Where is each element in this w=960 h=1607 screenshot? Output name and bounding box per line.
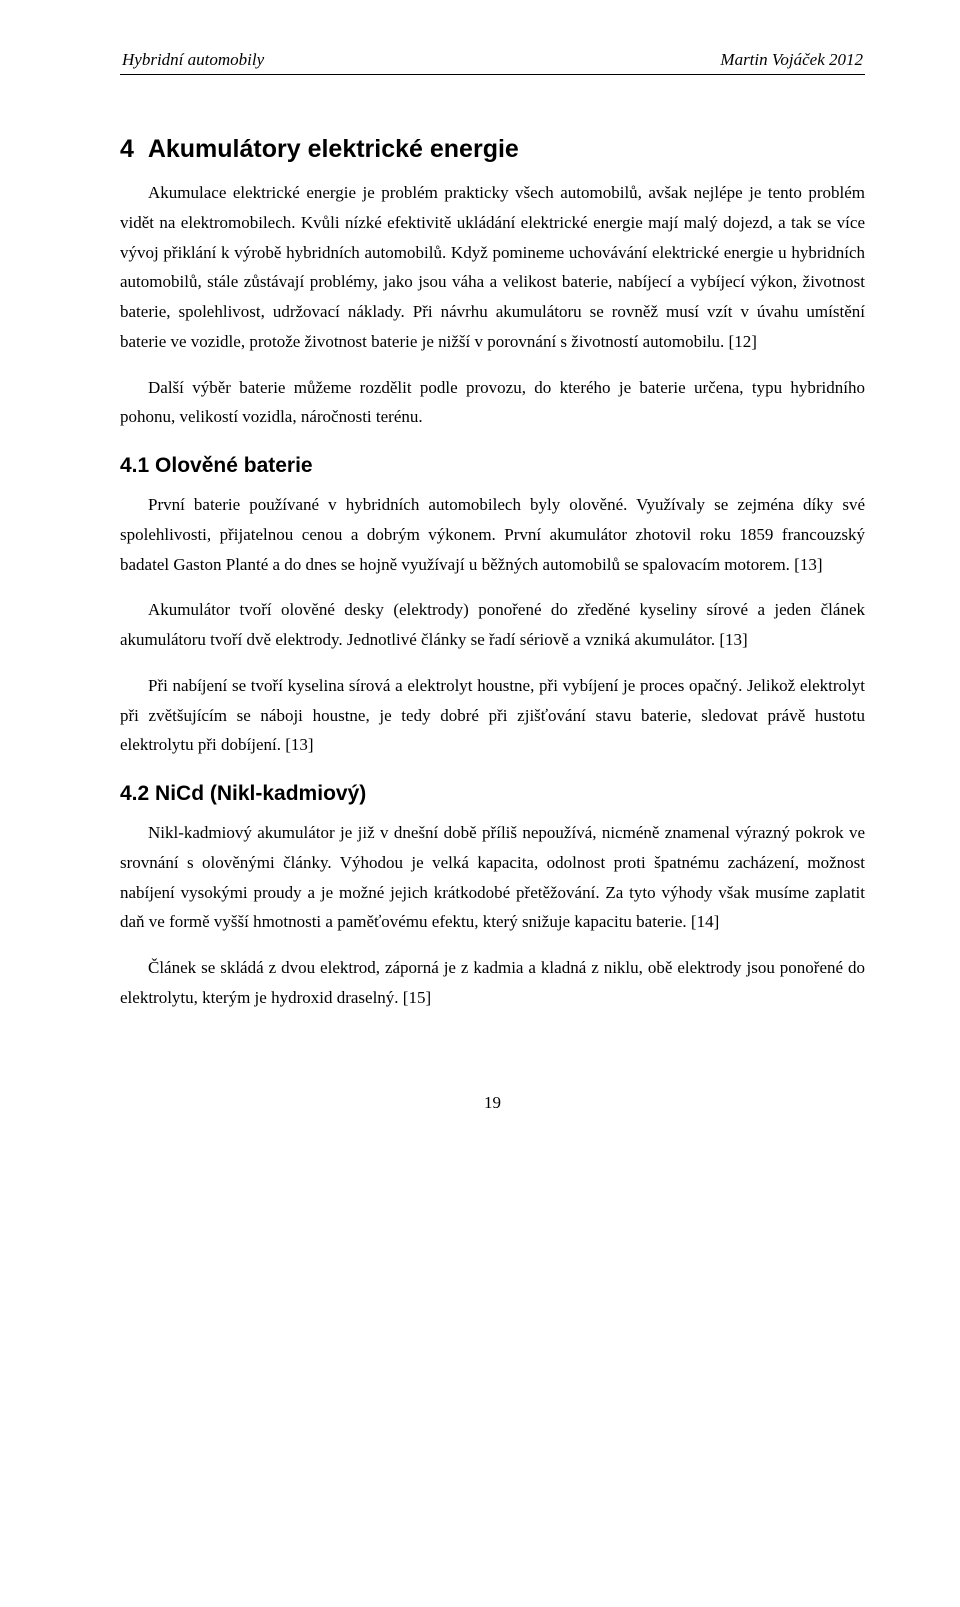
paragraph-42-2: Článek se skládá z dvou elektrod, záporn… (120, 953, 865, 1013)
page-number: 19 (120, 1093, 865, 1113)
paragraph-42-1: Nikl-kadmiový akumulátor je již v dnešní… (120, 818, 865, 937)
paragraph-41-2: Akumulátor tvoří olověné desky (elektrod… (120, 595, 865, 655)
chapter-name: Akumulátory elektrické energie (148, 135, 519, 163)
section-number: 4.2 (120, 782, 149, 805)
page-header: Hybridní automobily Martin Vojáček 2012 (120, 50, 865, 70)
paragraph-intro-1: Akumulace elektrické energie je problém … (120, 178, 865, 357)
paragraph-41-3: Při nabíjení se tvoří kyselina sírová a … (120, 671, 865, 760)
paragraph-intro-2: Další výběr baterie můžeme rozdělit podl… (120, 373, 865, 433)
header-right: Martin Vojáček 2012 (720, 50, 863, 70)
section-name: Olověné baterie (155, 454, 313, 477)
paragraph-41-1: První baterie používané v hybridních aut… (120, 490, 865, 579)
section-42-title: 4.2 NiCd (Nikl-kadmiový) (120, 782, 865, 806)
chapter-number: 4 (120, 135, 134, 163)
chapter-title: 4 Akumulátory elektrické energie (120, 135, 865, 164)
section-name: NiCd (Nikl-kadmiový) (155, 782, 366, 805)
section-41-title: 4.1 Olověné baterie (120, 454, 865, 478)
section-number: 4.1 (120, 454, 149, 477)
header-left: Hybridní automobily (122, 50, 264, 70)
header-rule (120, 74, 865, 75)
